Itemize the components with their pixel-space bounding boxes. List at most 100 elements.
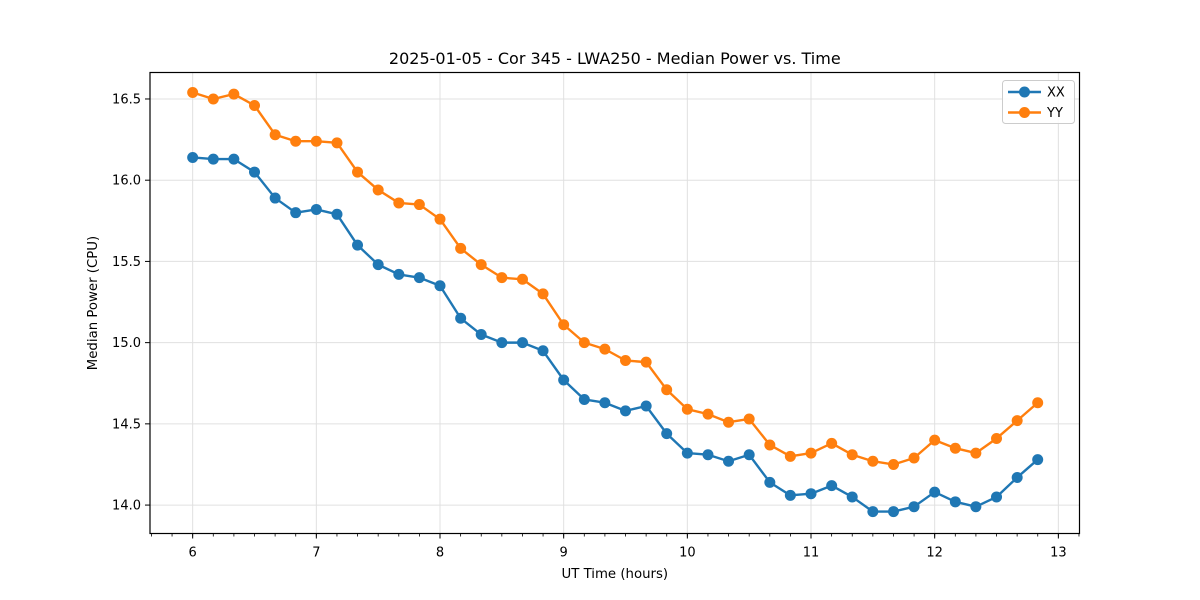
axes-frame bbox=[149, 71, 1081, 535]
y-tick-label: 15.5 bbox=[112, 255, 141, 270]
x-tick-label: 12 bbox=[926, 546, 943, 561]
y-tick-label: 14.5 bbox=[112, 417, 141, 432]
series-xx-marker bbox=[867, 506, 879, 518]
x-axis-label: UT Time (hours) bbox=[561, 567, 668, 582]
plot-area: 6 7 8 9 10 11 12 13 14.0 14.5 15.0 15.5 16.0 16.5 bbox=[112, 71, 1081, 561]
series-xx-marker bbox=[352, 239, 364, 251]
series-yy-marker bbox=[702, 408, 714, 420]
series-xx-marker bbox=[434, 280, 446, 292]
series-xx-marker bbox=[970, 501, 982, 513]
x-tick-label: 10 bbox=[679, 546, 696, 561]
series-yy-marker bbox=[1032, 397, 1044, 409]
series-yy-marker bbox=[207, 93, 219, 105]
series-xx-marker bbox=[805, 488, 817, 500]
x-tick-label: 9 bbox=[560, 546, 568, 561]
series-yy-marker bbox=[681, 403, 693, 415]
series-yy-marker bbox=[908, 452, 920, 464]
series-xx-marker bbox=[702, 449, 714, 461]
series-yy-marker bbox=[413, 199, 425, 211]
series-yy-marker bbox=[558, 319, 570, 331]
series-yy-marker bbox=[888, 458, 899, 470]
y-tick-label: 15.0 bbox=[112, 336, 141, 351]
series-xx-marker bbox=[187, 151, 199, 163]
series-xx-marker bbox=[228, 153, 240, 165]
series-xx-marker bbox=[846, 491, 858, 503]
series-xx-marker bbox=[207, 153, 219, 165]
series-yy-marker bbox=[970, 447, 982, 459]
series-xx-marker bbox=[372, 259, 384, 271]
series-yy-marker bbox=[764, 439, 776, 451]
legend-item-label: YY bbox=[1046, 106, 1063, 121]
series-yy-marker bbox=[372, 184, 384, 196]
series-xx-marker bbox=[269, 192, 281, 204]
series-xx-marker bbox=[516, 337, 528, 349]
series-xx-marker bbox=[723, 455, 735, 467]
series-yy-marker bbox=[393, 197, 405, 209]
series-xx-marker bbox=[826, 480, 838, 492]
series-xx-marker bbox=[475, 329, 487, 341]
series-xx-marker bbox=[537, 345, 549, 357]
series-xx-marker bbox=[681, 447, 693, 459]
series-yy-marker bbox=[269, 129, 281, 141]
series-yy-marker bbox=[516, 273, 528, 285]
y-axis-label: Median Power (CPU) bbox=[86, 236, 101, 370]
x-tick-label: 7 bbox=[312, 546, 320, 561]
series-xx-marker bbox=[331, 208, 343, 220]
series-yy-marker bbox=[537, 288, 549, 300]
x-tick-label: 6 bbox=[189, 546, 197, 561]
series-yy-marker bbox=[475, 259, 487, 271]
series-yy-marker bbox=[805, 447, 817, 459]
series-xx-marker bbox=[249, 166, 260, 178]
x-tick-label: 13 bbox=[1050, 546, 1067, 561]
legend-item-label: XX bbox=[1047, 86, 1065, 101]
series-xx-marker bbox=[764, 476, 776, 488]
series-yy-marker bbox=[867, 455, 879, 467]
series-yy-marker bbox=[949, 442, 961, 454]
series-yy-marker bbox=[310, 135, 322, 147]
series-xx-marker bbox=[413, 272, 425, 284]
series-xx-marker bbox=[578, 393, 590, 405]
series-xx-marker bbox=[620, 405, 632, 417]
y-tick-label: 16.0 bbox=[112, 174, 141, 189]
series-xx-marker bbox=[743, 449, 755, 461]
legend-sample-marker bbox=[1019, 86, 1030, 98]
series-xx-marker bbox=[1032, 454, 1044, 466]
series-xx-marker bbox=[908, 501, 920, 513]
series-yy-marker bbox=[826, 437, 838, 449]
series-yy-marker bbox=[249, 99, 260, 111]
series-yy-marker bbox=[228, 88, 240, 100]
series-xx-marker bbox=[310, 203, 322, 215]
series-xx-marker bbox=[393, 268, 405, 280]
series-xx-marker bbox=[661, 428, 673, 440]
series-xx-marker bbox=[640, 400, 652, 412]
series-yy-marker bbox=[496, 272, 508, 284]
y-tick-label: 16.5 bbox=[112, 92, 141, 107]
series-yy-marker bbox=[331, 137, 343, 149]
series-xx-marker bbox=[455, 312, 467, 324]
series-yy-marker bbox=[187, 86, 199, 98]
series-yy-marker bbox=[929, 434, 941, 446]
series-xx-marker bbox=[599, 397, 611, 409]
series-yy-marker bbox=[640, 356, 652, 368]
series-xx-marker bbox=[290, 207, 302, 219]
series-yy-line bbox=[191, 91, 1039, 466]
x-tick-label: 8 bbox=[436, 546, 444, 561]
series-yy-marker bbox=[578, 337, 590, 349]
series-yy-marker bbox=[784, 450, 796, 462]
series-xx-marker bbox=[929, 486, 941, 498]
series-yy-marker bbox=[661, 384, 673, 396]
series-yy-marker bbox=[434, 213, 446, 225]
series-xx-marker bbox=[784, 489, 796, 501]
series-yy-marker bbox=[455, 242, 467, 254]
series-yy-marker bbox=[1011, 415, 1023, 427]
chart-title: 2025-01-05 - Cor 345 - LWA250 - Median P… bbox=[389, 49, 841, 68]
y-tick-label: 14.0 bbox=[112, 499, 141, 514]
series-xx-marker bbox=[558, 374, 570, 386]
x-tick-label: 11 bbox=[803, 546, 820, 561]
series-xx-marker bbox=[949, 496, 961, 508]
series-yy-marker bbox=[620, 355, 632, 366]
series-yy-marker bbox=[599, 343, 611, 355]
series-xx-marker bbox=[1011, 471, 1023, 483]
